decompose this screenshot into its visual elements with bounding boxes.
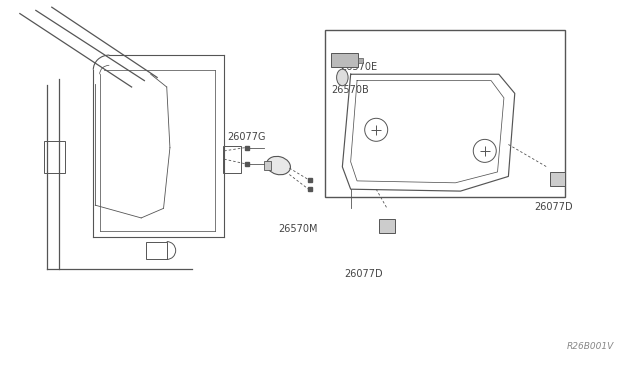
Bar: [264, 161, 271, 170]
Text: 26077D: 26077D: [534, 202, 573, 212]
Text: 26077D: 26077D: [344, 269, 383, 279]
Bar: [380, 219, 395, 232]
Bar: [332, 53, 358, 67]
Ellipse shape: [266, 156, 291, 175]
Text: 26570B: 26570B: [332, 86, 369, 95]
Bar: [550, 172, 565, 186]
Text: 26570E: 26570E: [340, 62, 378, 72]
Ellipse shape: [337, 69, 348, 86]
Bar: [44, 141, 65, 173]
Bar: [147, 241, 167, 259]
Text: 26077G: 26077G: [227, 132, 266, 142]
Text: R26B001V: R26B001V: [566, 342, 614, 351]
Bar: [358, 58, 364, 63]
Bar: [223, 147, 241, 173]
Text: 26570M: 26570M: [278, 224, 318, 234]
Bar: [325, 30, 564, 198]
